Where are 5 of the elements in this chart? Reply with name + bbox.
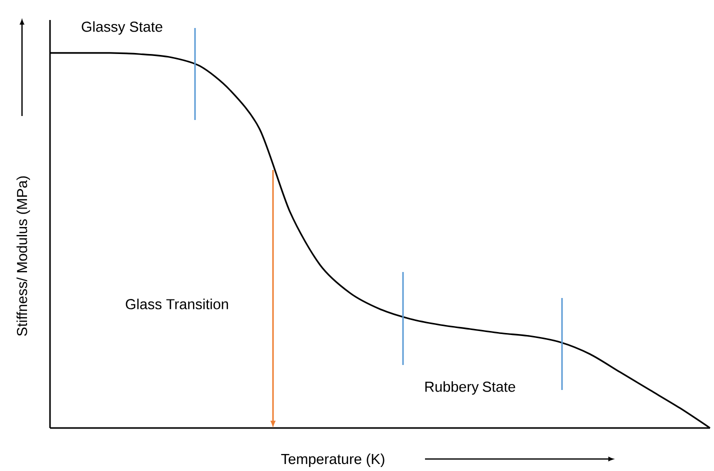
x-axis-title: Temperature (K) [281,454,384,467]
text: Glassy State [82,21,162,35]
y-axis-title: Stiffness/ Modulus (MPa) [16,176,30,336]
annotation: Glass Transition [126,298,228,310]
annotation: Rubbery State [425,381,516,395]
